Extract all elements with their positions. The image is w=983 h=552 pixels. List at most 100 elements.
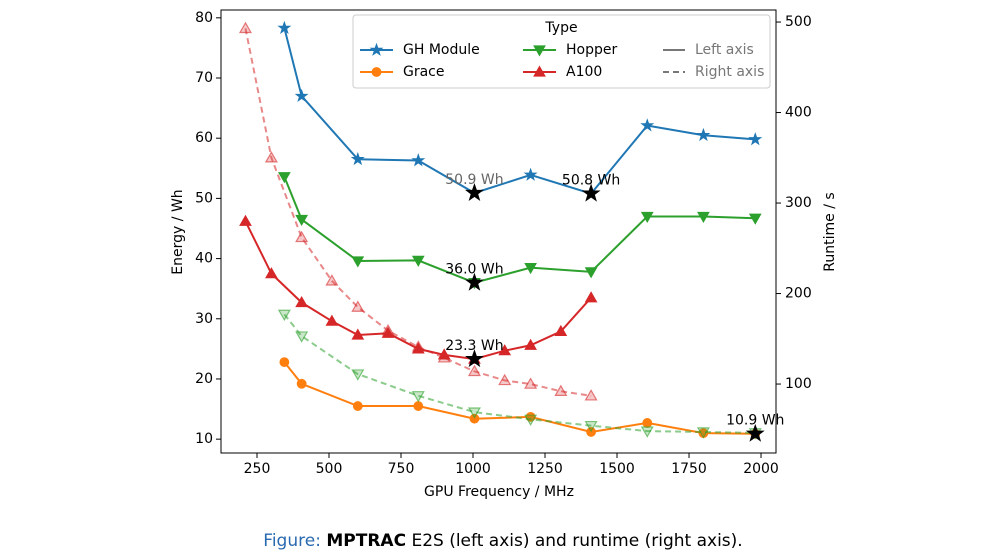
legend-label: Right axis [695,64,764,80]
data-point [277,309,291,322]
data-point [640,426,654,438]
y2-axis-label: Runtime / s [822,192,838,271]
data-point [437,351,451,363]
data-point [411,340,425,352]
y2-tick-label: 300 [785,195,812,211]
data-point [381,323,395,336]
data-point [411,153,426,167]
data-point [640,118,655,132]
caption-text: E2S (left axis) and runtime (right axis)… [411,531,742,551]
y2-tick-label: 400 [785,105,812,121]
data-point [295,331,309,343]
data-point [350,151,365,166]
data-point [351,328,365,340]
plot-frame [220,9,777,454]
legend-title: Type [544,20,577,36]
x-axis-label: GPU Frequency / MHz [424,484,574,500]
data-point [296,378,307,389]
legend-label: Grace [403,64,445,80]
data-point [352,401,363,411]
data-point [351,256,365,268]
x-tick-label: 500 [316,461,343,477]
annotation-label: 50.9 Wh [445,172,503,188]
data-point [584,420,598,433]
data-point [584,267,598,279]
data-point [238,21,253,34]
data-point [697,211,710,223]
data-point [294,88,309,102]
data-point [295,214,309,226]
data-point [295,296,309,308]
data-point [239,214,252,226]
series-line [283,361,756,435]
y-tick-label: 20 [195,371,213,387]
legend-label: GH Module [403,42,480,58]
data-point [524,262,537,275]
y-tick-label: 60 [195,130,213,146]
data-point [467,407,481,419]
y2-tick-label: 100 [785,376,812,392]
data-point [524,414,538,427]
data-point [351,300,365,312]
legend-label: Left axis [695,42,754,58]
x-tick-label: 2000 [743,461,779,477]
legend-marker [369,42,384,56]
data-point [467,364,481,377]
data-point [524,338,537,350]
data-point [264,151,278,163]
caption-bold: MPTRAC [326,531,406,551]
legend-label: Hopper [566,42,617,58]
data-point [498,344,512,356]
data-point [411,391,425,403]
annotation-star [745,423,765,442]
data-point [748,132,763,146]
y2-tick-label: 500 [785,14,812,30]
series-line [283,176,756,284]
annotation-label: 36.0 Wh [445,262,503,278]
y2-tick-label: 200 [785,286,812,302]
data-point [498,373,512,386]
x-tick-label: 1000 [455,461,491,477]
legend-marker [371,67,382,77]
x-tick-label: 250 [244,461,271,477]
data-point [554,324,568,337]
annotation-star [581,183,601,202]
data-point [277,20,292,34]
y-tick-label: 40 [195,251,213,267]
data-point [295,230,309,243]
data-point [584,389,598,401]
data-point [584,291,598,303]
y-tick-label: 70 [195,70,213,86]
data-point [554,384,568,397]
data-point [413,401,424,411]
data-point [278,172,291,184]
caption-prefix: Figure: [263,531,321,551]
data-point [696,127,711,142]
x-tick-label: 1500 [599,461,635,477]
data-point [524,377,538,389]
legend-box [352,14,771,89]
data-point [523,167,538,181]
annotation-label: 50.8 Wh [562,173,620,189]
annotation-label: 10.9 Wh [726,413,784,429]
x-tick-label: 1750 [671,461,707,477]
series-line [283,313,756,434]
data-point [642,418,653,428]
y-tick-label: 50 [195,190,213,206]
caption: Figure: MPTRAC E2S (left axis) and runti… [263,531,742,551]
data-point [279,357,290,368]
series-line [283,27,756,195]
data-point [265,267,278,279]
annotation-label: 23.3 Wh [445,338,503,354]
x-tick-label: 1250 [527,461,563,477]
y-axis-label: Energy / Wh [170,189,186,274]
annotation-star [465,349,484,368]
legend-marker [533,45,546,57]
legend-marker [533,65,546,77]
y-tick-label: 10 [195,431,213,447]
y-tick-label: 80 [195,10,213,26]
legend-label: A100 [566,64,602,80]
data-point [748,213,762,225]
